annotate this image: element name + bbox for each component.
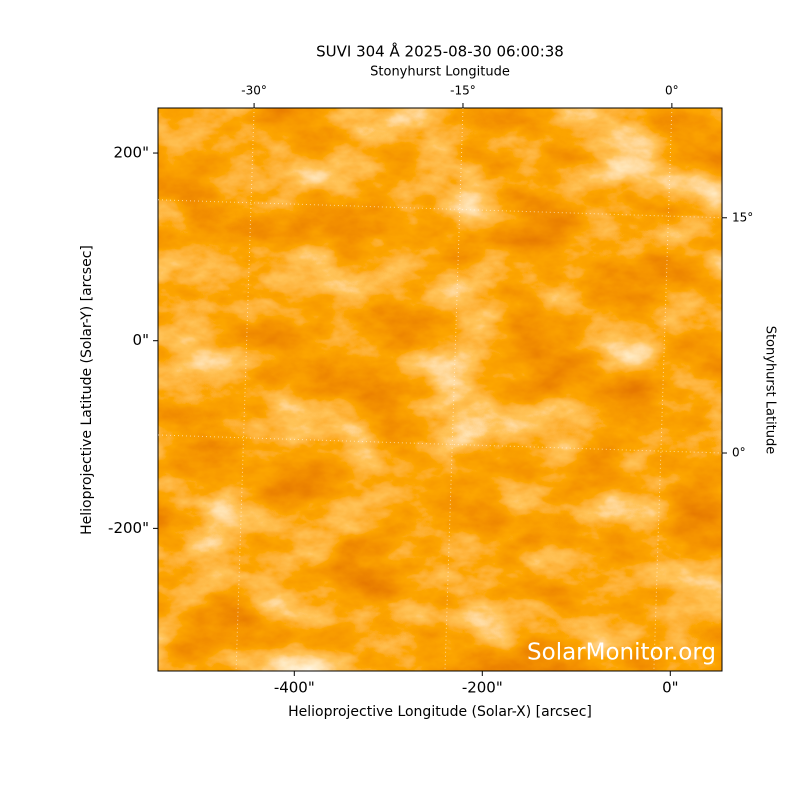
y-tick-label: -200" bbox=[108, 519, 149, 537]
x-tick-label: -400" bbox=[274, 679, 315, 697]
y-tick-label: 200" bbox=[113, 144, 149, 162]
y2-tick-label: 0° bbox=[732, 446, 746, 460]
y2-tick-label: 15° bbox=[732, 210, 753, 224]
x2-tick-label: -15° bbox=[450, 84, 476, 98]
plot-frame bbox=[157, 107, 723, 672]
x2-label: Stonyhurst Longitude bbox=[370, 65, 510, 80]
y-label: Helioprojective Latitude (Solar-Y) [arcs… bbox=[79, 245, 95, 535]
solar-image bbox=[158, 108, 722, 671]
y2-label: Stonyhurst Latitude bbox=[763, 326, 778, 455]
y-tick-label: 0" bbox=[133, 331, 149, 349]
watermark: SolarMonitor.org bbox=[527, 640, 716, 666]
x-label: Helioprojective Longitude (Solar-X) [arc… bbox=[288, 704, 592, 720]
x-tick-label: -200" bbox=[462, 679, 503, 697]
x-tick-label: 0" bbox=[662, 679, 678, 697]
x2-tick-label: 0° bbox=[665, 84, 679, 98]
chart-title: SUVI 304 Å 2025-08-30 06:00:38 bbox=[316, 42, 564, 61]
x2-tick-label: -30° bbox=[241, 84, 267, 98]
